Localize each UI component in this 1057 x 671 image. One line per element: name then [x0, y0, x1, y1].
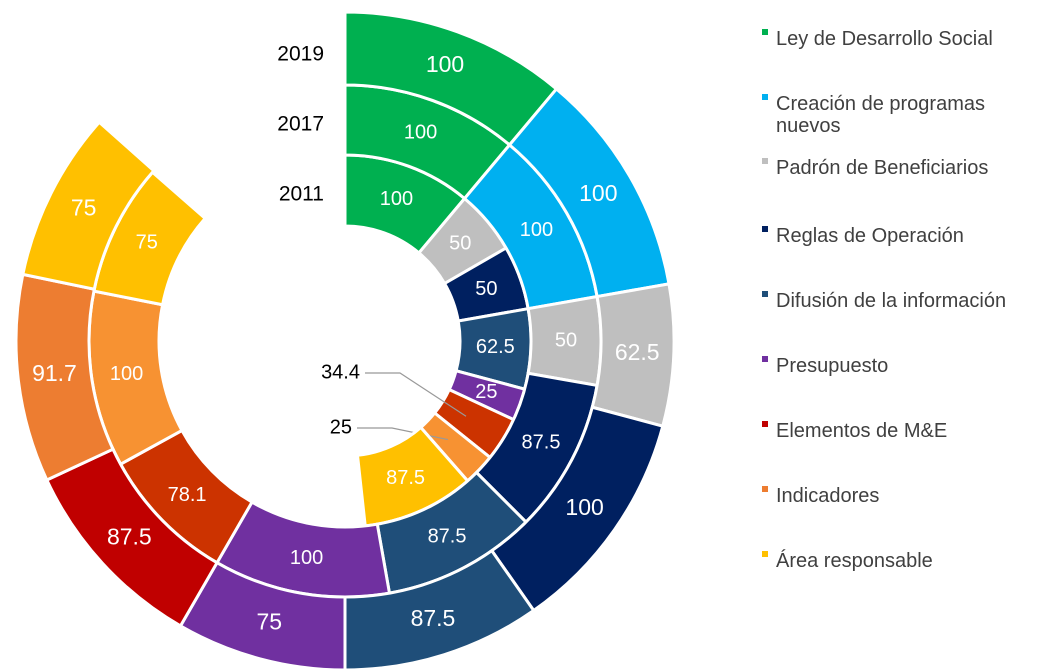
legend-label: Creación de programas nuevos [776, 93, 985, 137]
legend-swatch [762, 158, 768, 164]
legend-item: Elementos de M&E [762, 420, 1042, 442]
legend-label: Padrón de Beneficiarios [776, 157, 989, 179]
legend-swatch [762, 291, 768, 297]
legend-item: Creación de programas nuevos [762, 93, 1042, 137]
data-label: 100 [380, 188, 413, 210]
data-label: 62.5 [615, 339, 660, 365]
data-label: 87.5 [428, 525, 467, 547]
legend-swatch [762, 486, 768, 492]
legend-item: Presupuesto [762, 355, 1042, 377]
legend-label: Ley de Desarrollo Social [776, 28, 993, 50]
data-label: 87.5 [522, 431, 561, 453]
data-label: 62.5 [476, 336, 515, 358]
legend-item: Indicadores [762, 485, 1042, 507]
legend-swatch [762, 356, 768, 362]
data-label: 100 [110, 363, 143, 385]
data-label: 75 [71, 195, 97, 221]
legend-swatch [762, 29, 768, 35]
data-label: 87.5 [411, 605, 456, 631]
data-label: 100 [404, 122, 437, 144]
legend-label: Indicadores [776, 485, 880, 507]
data-label: 25 [330, 416, 352, 438]
legend-swatch [762, 94, 768, 100]
legend-item: Padrón de Beneficiarios [762, 157, 1042, 179]
legend-swatch [762, 226, 768, 232]
data-label: 50 [475, 278, 497, 300]
legend-item: Reglas de Operación [762, 225, 1042, 247]
legend-label: Elementos de M&E [776, 420, 948, 442]
legend-label: Reglas de Operación [776, 225, 964, 247]
legend-swatch [762, 421, 768, 427]
data-label: 78.1 [168, 484, 207, 506]
legend-label: Difusión de la información [776, 290, 1007, 312]
data-label: 34.4 [321, 361, 360, 383]
ring-label: 2019 [277, 43, 324, 66]
data-label: 100 [290, 547, 323, 569]
data-label: 91.7 [32, 360, 77, 386]
chart: 2011 100 50 50 62.5 25 34.4 25 87.5 2017 100 100 50 8… [14, 10, 676, 671]
ring-label: 2011 [279, 183, 324, 206]
data-label: 100 [579, 180, 617, 206]
legend-swatch [762, 551, 768, 557]
data-label: 25 [475, 381, 497, 403]
data-label: 100 [426, 51, 464, 77]
legend-item: Área responsable [762, 550, 1042, 572]
data-label: 100 [520, 219, 553, 241]
data-label: 100 [565, 494, 603, 520]
data-label: 50 [555, 329, 577, 351]
leader-line [365, 372, 467, 417]
ring-segment [21, 120, 156, 291]
data-label: 87.5 [386, 467, 425, 489]
data-label: 50 [449, 233, 471, 255]
data-label: 75 [256, 609, 282, 635]
legend-label: Presupuesto [776, 355, 889, 377]
legend-label: Área responsable [776, 550, 933, 572]
legend-item: Difusión de la información [762, 290, 1042, 312]
data-label: 87.5 [107, 524, 152, 550]
ring-label: 2017 [277, 113, 324, 136]
legend-item: Ley de Desarrollo Social [762, 28, 1042, 50]
data-label: 75 [136, 232, 158, 254]
